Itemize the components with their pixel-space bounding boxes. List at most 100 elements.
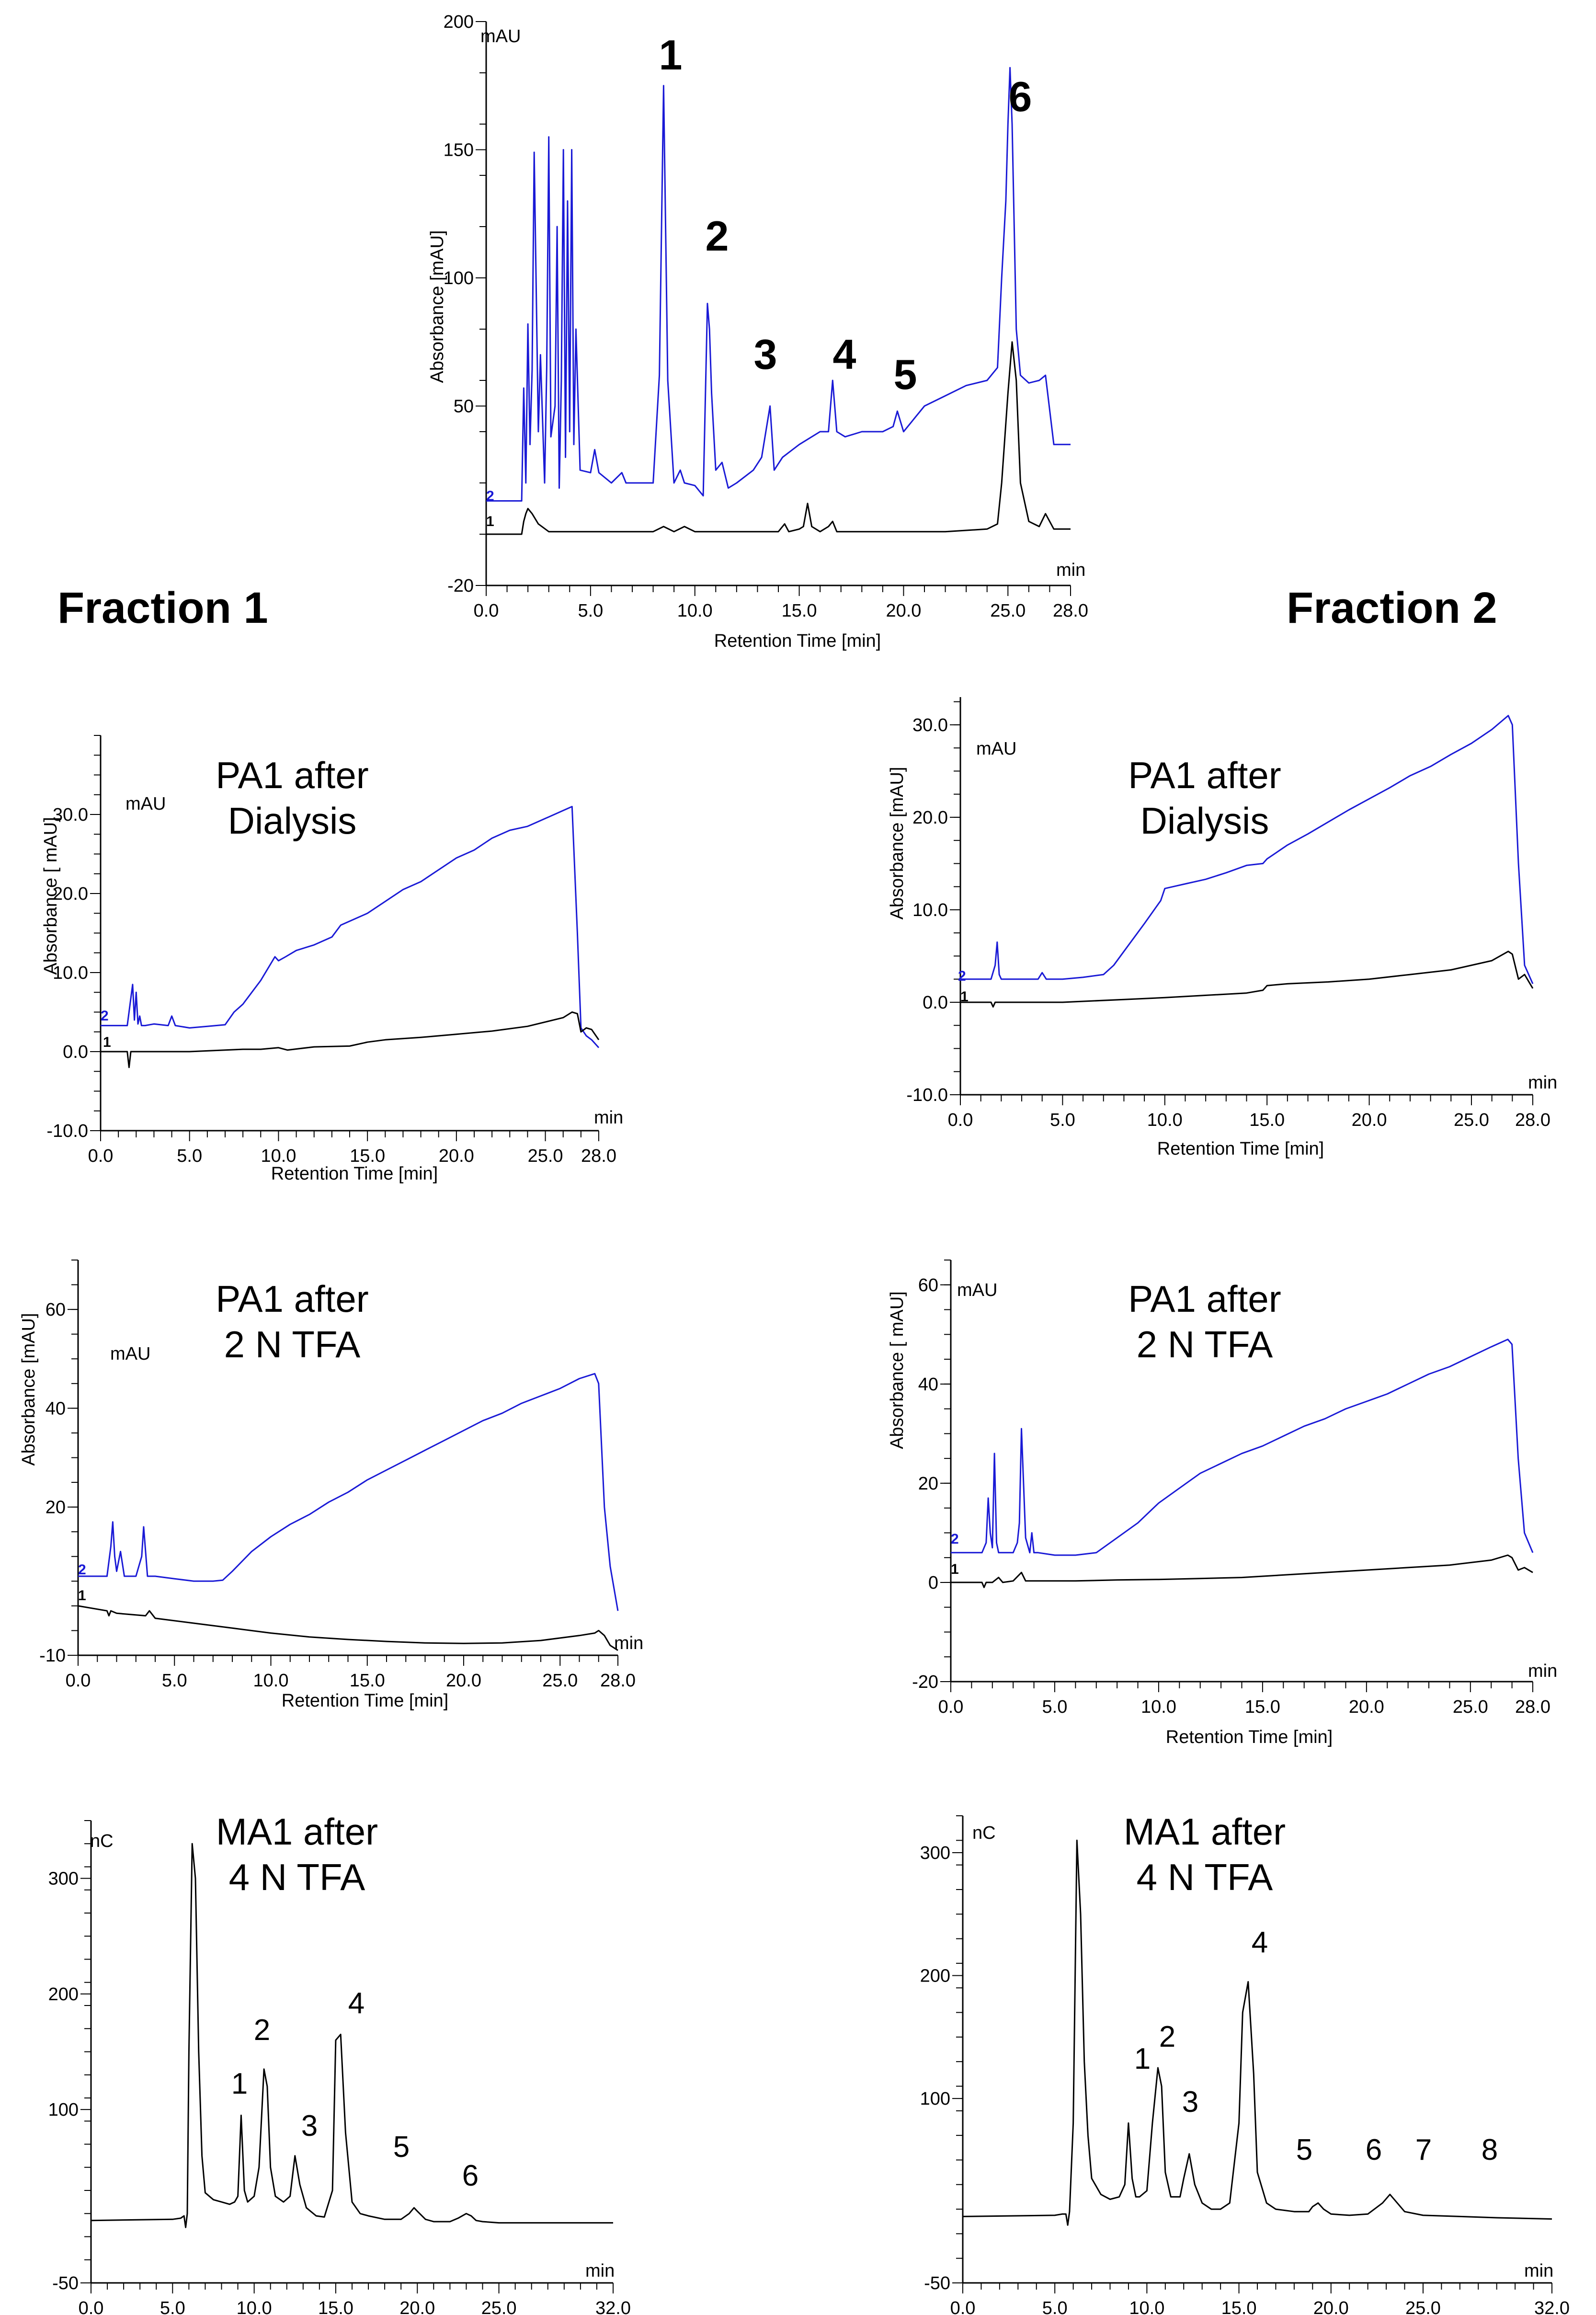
trace-label-1-f2-2ntfa: 1 — [951, 1561, 959, 1577]
x-tick-label: 25.0 — [481, 2298, 517, 2315]
x-tick-label: 25.0 — [1454, 1110, 1489, 1130]
y-tick-label: 20.0 — [53, 884, 88, 904]
trace-label-2-f1-2ntfa: 2 — [78, 1562, 86, 1578]
y-tick-label: -10 — [39, 1646, 66, 1666]
x-tick-label: 15.0 — [350, 1146, 385, 1166]
x-tick-label: 10.0 — [1129, 2298, 1164, 2315]
title-line2-f2-2ntfa: 2 N TFA — [1137, 1323, 1273, 1365]
chart-f2-4ntfa: 0.0 5.0 10.0 15.0 20.0 25.0 32.0 -50 100 200 300 M… — [920, 1811, 1570, 2315]
trace-2-f1-dialysis — [101, 806, 600, 1048]
peak-label-6: 6 — [1009, 73, 1032, 120]
x-tick-label: 32.0 — [1534, 2298, 1570, 2315]
x-tick-label: 20.0 — [446, 1671, 481, 1691]
trace-1-top — [486, 341, 1071, 535]
title-line1-f2-dialysis: PA1 after — [1128, 754, 1281, 796]
y-tick-label: 10.0 — [53, 963, 88, 983]
peak-label-1: 1 — [659, 31, 683, 79]
y-tick-label: 20.0 — [912, 808, 948, 828]
xunit-f1-dialysis: min — [594, 1108, 623, 1128]
y-tick-label: 0.0 — [63, 1042, 88, 1062]
yunit-top: mAU — [480, 26, 521, 46]
yunit-f2-4ntfa: nC — [972, 1823, 996, 1843]
trace-2-f2-dialysis — [960, 715, 1534, 985]
y-tick-label: -20 — [447, 576, 474, 596]
f2-peak-label-5: 5 — [1296, 2133, 1312, 2166]
x-tick-label: 10.0 — [237, 2298, 272, 2315]
x-tick-label: 10.0 — [1147, 1110, 1183, 1130]
trace-label-1-top: 1 — [486, 514, 494, 529]
x-tick-label: 28.0 — [600, 1671, 636, 1691]
trace-label-2-f2-dialysis: 2 — [958, 968, 966, 984]
y-tick-label: 300 — [920, 1843, 950, 1863]
yunit-f1-4ntfa: nC — [90, 1831, 114, 1851]
y-tick-label: 60 — [918, 1275, 938, 1295]
x-tick-label: 28.0 — [1515, 1697, 1550, 1717]
axes-f2-4ntfa: 0.0 5.0 10.0 15.0 20.0 25.0 32.0 -50 100 200 300 — [920, 1815, 1570, 2315]
x-tick-label: 10.0 — [261, 1146, 296, 1166]
axes-f1-4ntfa: 0.0 5.0 10.0 15.0 20.0 25.0 32.0 -50 100 200 300 — [48, 1820, 631, 2315]
x-tick-label: 5.0 — [1050, 1110, 1075, 1130]
x-tick-label: 5.0 — [578, 601, 603, 621]
y-tick-label: -10.0 — [906, 1085, 948, 1105]
title-line1-f1-2ntfa: PA1 after — [216, 1278, 368, 1320]
axes-f1-2ntfa: 0.0 5.0 10.0 15.0 20.0 25.0 28.0 -10 20 40 60 — [39, 1260, 636, 1691]
trace-1-f1-dialysis — [101, 1011, 600, 1068]
y-tick-label: 20 — [46, 1498, 66, 1518]
f2-peak-label-7: 7 — [1415, 2133, 1432, 2166]
x-tick-label: 15.0 — [782, 601, 817, 621]
fraction1-label: Fraction 1 — [57, 584, 268, 632]
x-tick-label: 25.0 — [528, 1146, 563, 1166]
x-tick-label: 20.0 — [1352, 1110, 1387, 1130]
x-tick-label: 20.0 — [886, 601, 921, 621]
y-tick-label: -10.0 — [46, 1121, 88, 1141]
x-tick-label: 28.0 — [1515, 1110, 1550, 1130]
y-tick-label: 30.0 — [912, 715, 948, 735]
xlabel-top: Retention Time [min] — [714, 631, 881, 651]
y-tick-label: 50 — [454, 397, 474, 417]
y-tick-label: 0 — [928, 1573, 938, 1593]
x-tick-label: 5.0 — [160, 2298, 185, 2315]
x-tick-label: 0.0 — [79, 2298, 104, 2315]
x-tick-label: 25.0 — [1405, 2298, 1441, 2315]
y-tick-label: 0.0 — [923, 993, 948, 1013]
trace-1-f2-dialysis — [960, 951, 1534, 1008]
y-tick-label: 40 — [918, 1375, 938, 1395]
x-tick-label: 20.0 — [439, 1146, 474, 1166]
x-tick-label: 10.0 — [1141, 1697, 1176, 1717]
x-tick-label: 5.0 — [1042, 2298, 1068, 2315]
x-tick-label: 0.0 — [950, 2298, 976, 2315]
yunit-f2-2ntfa: mAU — [957, 1280, 997, 1300]
yunit-f1-dialysis: mAU — [125, 794, 166, 814]
x-tick-label: 5.0 — [162, 1671, 187, 1691]
chart-f2-dialysis: 0.0 5.0 10.0 15.0 20.0 25.0 28.0-10.00.010.020… — [887, 697, 1557, 1159]
peak-label-4: 4 — [833, 331, 856, 378]
x-tick-label: 15.0 — [1221, 2298, 1257, 2315]
f2-peak-label-4: 4 — [1252, 1926, 1268, 1959]
x-tick-label: 0.0 — [938, 1697, 964, 1717]
y-tick-label: 40 — [46, 1398, 66, 1419]
x-tick-label: 0.0 — [474, 601, 499, 621]
f2-peak-label-8: 8 — [1482, 2133, 1498, 2166]
xlabel-f2-dialysis: Retention Time [min] — [1157, 1139, 1324, 1159]
trace-2-top — [486, 67, 1071, 502]
xunit-f2-4ntfa: min — [1524, 2261, 1553, 2281]
trace-2-f2-2ntfa — [951, 1339, 1534, 1556]
trace-1-f2-4ntfa — [962, 1839, 1552, 2226]
x-tick-label: 20.0 — [399, 2298, 435, 2315]
trace-label-2-top: 2 — [486, 488, 494, 504]
chart-f1-dialysis: 0.0 5.0 10.0 15.0 20.0 25.0 28.0-10.00.010.020… — [41, 735, 623, 1184]
x-tick-label: 5.0 — [1042, 1697, 1068, 1717]
axes-top: 0.0 5.0 10.0 15.0 20.0 25.0 28.0 -20 50 100 150 200 — [444, 12, 1088, 621]
f1-peak-label-5: 5 — [393, 2131, 410, 2164]
x-tick-label: 0.0 — [948, 1110, 973, 1130]
y-tick-label: 300 — [48, 1869, 79, 1889]
x-tick-label: 25.0 — [1453, 1697, 1488, 1717]
chart-f1-4ntfa: 0.0 5.0 10.0 15.0 20.0 25.0 32.0 -50 100 200 300 M… — [48, 1811, 631, 2315]
chart-f2-2ntfa: 0.0 5.0 10.0 15.0 20.0 25.0 28.0 -20 0 20 40 60 PA1… — [887, 1260, 1557, 1747]
f1-peak-label-3: 3 — [301, 2109, 318, 2143]
xunit-f2-dialysis: min — [1528, 1073, 1557, 1093]
y-tick-label: 100 — [920, 2089, 950, 2109]
title-line2-f2-4ntfa: 4 N TFA — [1137, 1856, 1273, 1898]
trace-label-1-f2-dialysis: 1 — [960, 989, 969, 1005]
x-tick-label: 20.0 — [1313, 2298, 1349, 2315]
